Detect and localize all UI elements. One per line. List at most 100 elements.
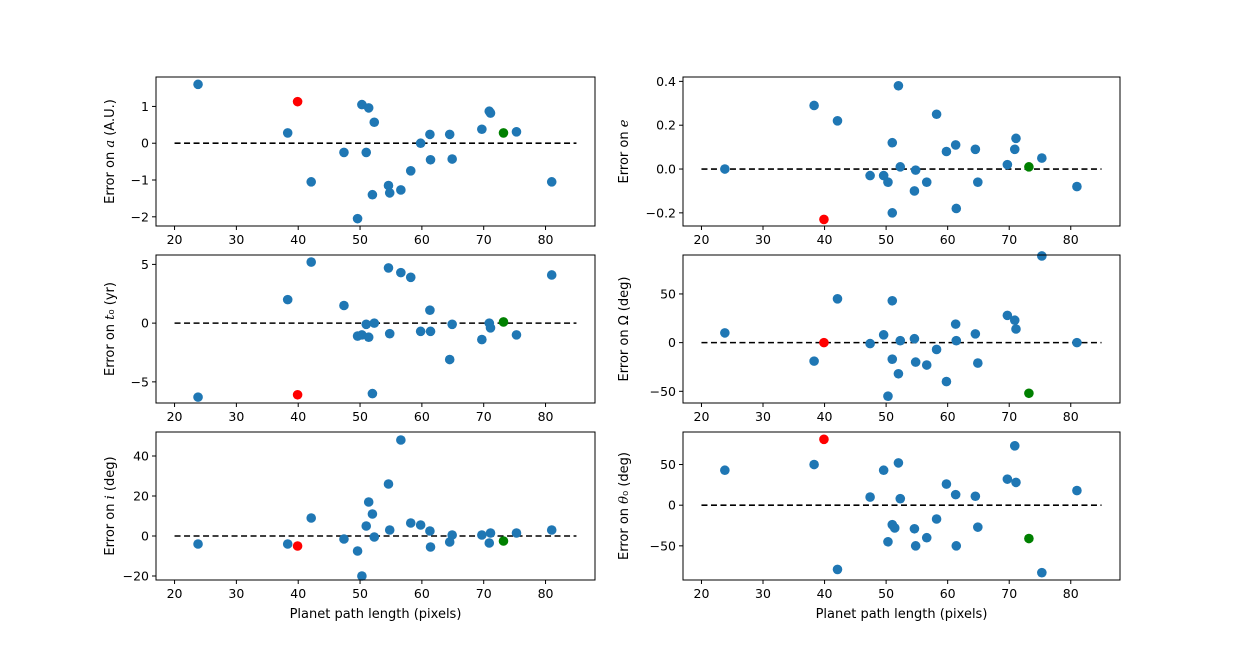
y-label-symbol: i (103, 495, 118, 499)
y-tick-label: 0.4 (656, 74, 676, 89)
data-point (306, 177, 316, 187)
highlight-point-red (819, 214, 829, 225)
data-point (282, 539, 293, 549)
data-point (895, 162, 906, 172)
data-point (363, 332, 374, 343)
data-point (883, 536, 893, 547)
y-tick-label: 40 (133, 449, 149, 464)
data-point (921, 177, 932, 187)
data-point (396, 267, 406, 278)
data-point (895, 335, 906, 346)
data-point (477, 334, 487, 345)
data-point (1009, 441, 1020, 451)
x-tick-label: 70 (1001, 409, 1017, 424)
x-tick-label: 40 (290, 232, 306, 247)
data-point (1011, 133, 1021, 144)
x-tick-label: 60 (940, 232, 956, 247)
data-point (384, 328, 395, 339)
data-point (910, 357, 921, 367)
x-tick-label: 30 (228, 409, 244, 424)
data-point (865, 170, 875, 181)
x-tick-label: 40 (290, 586, 306, 601)
x-tick-label: 70 (476, 232, 492, 247)
x-tick-label: 60 (414, 409, 430, 424)
data-point (369, 318, 380, 328)
data-point (396, 185, 406, 195)
data-point (405, 272, 416, 283)
x-tick-label: 20 (167, 586, 183, 601)
y-tick-label: 0.0 (656, 162, 676, 177)
panel-i: 20 30 40 50 60 70 80 −20 0 20 40 Error on i (deg) Pl… (103, 431, 596, 622)
x-tick-label: 50 (878, 232, 894, 247)
data-point (1072, 181, 1082, 192)
x-tick-label: 40 (817, 409, 833, 424)
y-label-text: Error on (103, 499, 118, 555)
data-point (306, 257, 316, 267)
data-point (425, 305, 435, 316)
x-tick-label: 70 (476, 586, 492, 601)
y-label-text: Error on (617, 127, 632, 183)
data-point (444, 354, 455, 365)
x-tick-label: 60 (414, 232, 430, 247)
x-tick-label: 50 (352, 586, 368, 601)
axes-frame (155, 76, 596, 227)
highlight-point-red (292, 389, 303, 400)
data-point (973, 177, 983, 187)
x-tick-label: 30 (228, 586, 244, 601)
data-point (893, 458, 904, 468)
data-point (809, 459, 819, 470)
y-tick-label: −50 (650, 538, 676, 553)
data-point (720, 164, 730, 174)
x-axis-label: Planet path length (pixels) (290, 607, 462, 622)
data-point (384, 188, 395, 198)
y-tick-label: 50 (660, 286, 676, 301)
data-point (865, 338, 875, 349)
data-point (1002, 159, 1013, 170)
data-point (415, 520, 426, 530)
x-tick-label: 20 (167, 409, 183, 424)
data-point (369, 117, 380, 128)
data-point (511, 528, 522, 538)
axes-frame (155, 431, 596, 581)
data-point (425, 326, 436, 337)
data-point (306, 513, 316, 523)
data-point (511, 127, 522, 137)
data-point (484, 538, 495, 548)
y-tick-label: 50 (660, 457, 676, 472)
data-point (1009, 315, 1020, 326)
data-point (546, 177, 557, 187)
data-point (887, 354, 898, 364)
highlight-point-red (819, 337, 829, 348)
data-point (720, 328, 730, 338)
x-tick-label: 30 (755, 409, 771, 424)
x-tick-label: 30 (755, 232, 771, 247)
y-label-text: Error on Ω (deg) (617, 277, 632, 382)
y-tick-label: 20 (133, 489, 149, 504)
data-point (910, 541, 921, 551)
y-label-text: ₀ (103, 309, 118, 314)
data-point (383, 180, 394, 191)
y-label-symbol: e (617, 119, 632, 127)
x-tick-label: 30 (228, 232, 244, 247)
data-point (367, 509, 378, 519)
data-point (910, 165, 921, 175)
data-point (282, 128, 293, 138)
data-point (339, 147, 349, 158)
y-tick-label: −0.2 (646, 205, 676, 220)
y-tick-label: −5 (131, 374, 149, 389)
data-point (950, 489, 961, 500)
data-point (425, 129, 435, 140)
x-tick-label: 30 (755, 586, 771, 601)
y-label-text: (yr) (103, 282, 118, 309)
y-label-symbol: t (103, 314, 118, 320)
data-point (1037, 567, 1047, 578)
data-point (1011, 324, 1021, 334)
data-point (193, 539, 203, 549)
y-label-symbol: a (103, 140, 118, 148)
x-tick-label: 70 (1001, 586, 1017, 601)
data-point (367, 388, 378, 399)
data-point (1011, 477, 1021, 488)
data-point (941, 376, 952, 387)
